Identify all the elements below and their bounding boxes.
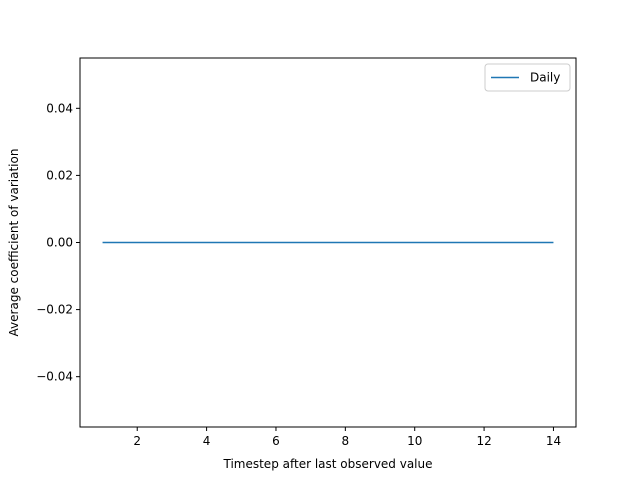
legend-label-daily: Daily [530,71,560,85]
x-tick-label: 6 [272,434,280,448]
x-tick-label: 8 [342,434,350,448]
x-tick-label: 2 [133,434,141,448]
y-tick-label: 0.04 [46,101,73,115]
y-tick-label: −0.02 [36,303,73,317]
y-axis-label: Average coefficient of variation [7,149,21,337]
y-axis-ticks: −0.04 −0.02 0.00 0.02 0.04 [36,101,80,384]
y-tick-label: 0.00 [46,236,73,250]
x-tick-label: 12 [476,434,491,448]
x-tick-label: 4 [203,434,211,448]
x-axis-ticks: 2 4 6 8 10 12 14 [133,427,561,448]
legend-box [484,63,571,92]
x-axis-label: Timestep after last observed value [222,457,432,471]
legend: Daily [484,63,571,92]
x-tick-label: 10 [407,434,422,448]
y-tick-label: −0.04 [36,370,73,384]
y-tick-label: 0.02 [46,168,73,182]
x-tick-label: 14 [546,434,561,448]
